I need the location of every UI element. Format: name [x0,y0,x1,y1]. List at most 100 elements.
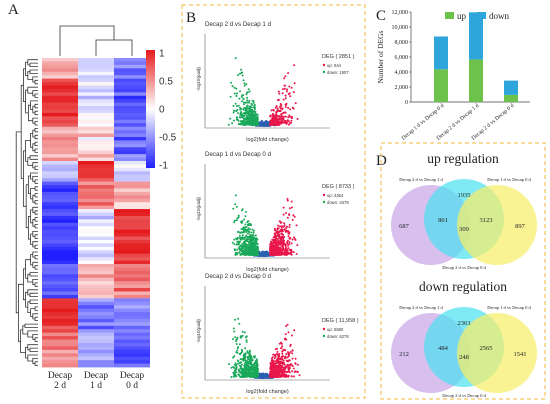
volcano-point-down [239,335,242,338]
heatmap-cell [114,301,150,306]
dendrogram-branch [34,255,38,260]
volcano-point-down [245,226,248,228]
volcano-point-up [269,123,272,126]
volcano-point-up [276,350,279,353]
dendrogram-branch [34,93,38,98]
venn-title: up regulation [427,151,499,166]
volcano-point-up [284,75,287,78]
volcano-point-up [291,238,294,241]
volcano-point-down [230,376,233,378]
heatmap-cell [114,215,150,220]
volcano-point-up [286,239,289,242]
volcano-point-ns [264,374,267,376]
volcano-point-up [270,364,272,366]
heatmap-cell [78,257,114,261]
volcano-point-up [280,360,283,363]
volcano-point-down [239,358,242,361]
volcano-point-up [279,221,282,224]
volcano-point-up [274,247,277,250]
heatmap-cell [114,116,150,121]
heatmap-cell [78,164,114,169]
volcano-point-down [251,359,253,362]
volcano-point-up [282,115,285,118]
heatmap-column-label: 2 d [54,381,66,391]
volcano-point-down [248,101,250,104]
volcano-point-up [286,323,289,326]
volcano-point-up [278,365,281,368]
heatmap-cell [114,205,150,210]
volcano-point-down [243,84,246,87]
heatmap-cell [42,332,78,337]
volcano-point-up [276,359,279,362]
heatmap-cell [114,112,150,117]
heatmap-cell [78,68,114,73]
volcano-point-down [244,347,247,350]
volcano-point-down [244,106,247,109]
volcano-point-up [270,119,273,122]
volcano-point-down [227,123,230,126]
heatmap-cell [114,143,150,148]
heatmap-cell [78,75,114,79]
heatmap-cell [78,130,114,134]
heatmap-cell [114,332,150,337]
volcano-point-up [288,367,291,370]
volcano-point-up [269,366,272,369]
heatmap-cell [114,277,150,282]
volcano-point-ns [266,124,269,127]
heatmap-cell [42,58,78,62]
volcano-point-up [285,122,288,125]
heatmap-cell [114,329,150,334]
volcano-point-down [256,247,259,249]
heatmap-cell [42,202,78,207]
volcano-point-down [242,357,245,360]
volcano-point-up [280,347,282,350]
bar-y-tick-label: 6,000 [395,55,409,61]
venn-circle [457,185,537,265]
volcano-point-down [236,92,238,95]
heatmap-column-label: 0 d [126,381,138,391]
heatmap-cell [42,264,78,268]
volcano-point-up [276,234,279,237]
heatmap-cell [42,363,78,368]
volcano-point-ns [259,374,261,376]
dendrogram-branch [34,165,38,170]
volcano-point-down [245,340,248,343]
volcano-point-down [241,236,244,239]
heatmap-grid [42,58,150,368]
volcano-up-count: up: 5680 [327,327,344,332]
volcano-point-down [253,121,256,124]
heatmap-cell [114,161,150,165]
dendrogram-branch [34,193,38,198]
volcano-point-up [278,230,281,233]
volcano-point-down [239,106,241,109]
volcano-point-down [244,359,247,362]
heatmap-column-label: Decap [120,371,145,381]
heatmap-cell [78,281,114,285]
heatmap-cell [78,339,114,344]
volcano-point-down [245,115,248,118]
heatmap-cell [78,270,114,275]
heatmap-cell [114,82,150,86]
volcano-point-up [271,251,274,254]
heatmap-cell [78,219,114,224]
venn-count-top-only: 1935 [458,192,471,199]
heatmap-cell [114,188,150,193]
heatmap-cell [78,64,114,69]
dendrogram-branch [59,25,115,56]
volcano-x-label: log2(fold change) [246,267,289,273]
volcano-point-up [283,87,286,90]
volcano-point-up [274,122,276,125]
volcano-point-down [234,362,237,365]
volcano-point-down [238,123,241,125]
volcano-point-up [276,107,279,110]
heatmap-cell [78,71,114,76]
volcano-down-count: down: 6278 [327,334,349,339]
heatmap-cell [42,250,78,255]
heatmap-cell [114,274,150,279]
volcano-point-up [288,92,291,95]
volcano-point-up [285,325,287,328]
volcano-point-up [283,242,286,245]
dendrogram-branch [29,155,38,160]
volcano-point-up [278,250,280,253]
